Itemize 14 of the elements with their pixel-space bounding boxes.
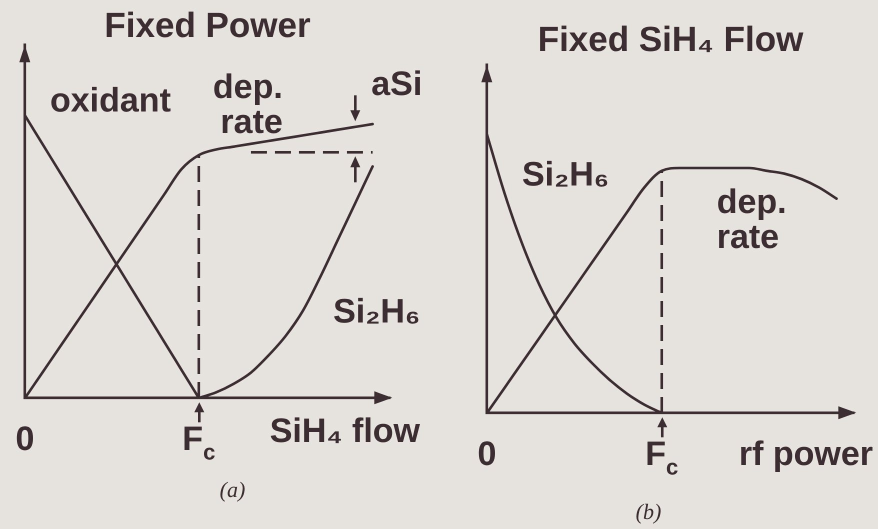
series-label: Si₂H₆: [522, 156, 610, 194]
x-tick-label: 0: [478, 435, 496, 473]
chart-title: Fixed SiH₄ Flow: [538, 20, 804, 60]
series-label: Si₂H₆: [333, 292, 420, 330]
chart-title: Fixed Power: [104, 6, 311, 46]
series-label: oxidant: [50, 82, 171, 120]
series-label: dep. rate: [716, 183, 787, 256]
text: (a): [220, 477, 246, 502]
x-axis-title: rf power: [738, 435, 873, 473]
text: aSi: [371, 64, 422, 103]
x-tick-label: 0: [16, 420, 34, 458]
text: (b): [636, 499, 662, 524]
x-axis-title: SiH₄ flow: [270, 412, 421, 450]
legend-label: dep. rate: [212, 68, 283, 142]
